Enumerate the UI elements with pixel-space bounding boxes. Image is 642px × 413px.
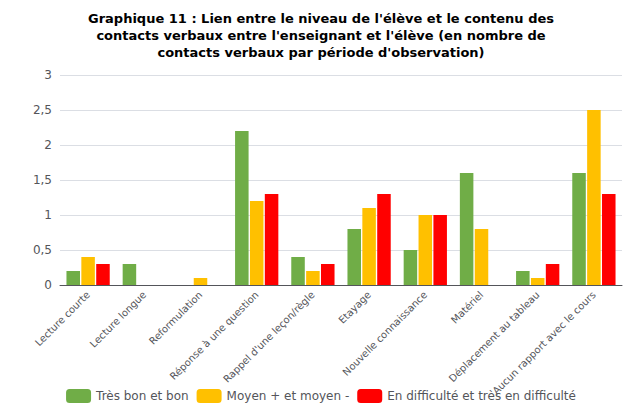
- svg-text:0: 0: [44, 278, 52, 292]
- svg-text:Graphique 11 : Lien entre le n: Graphique 11 : Lien entre le niveau de l…: [88, 11, 554, 26]
- svg-text:Rappel d'une leçon/règle: Rappel d'une leçon/règle: [221, 289, 317, 385]
- svg-text:3: 3: [44, 68, 52, 82]
- svg-text:1,5: 1,5: [33, 173, 52, 187]
- svg-text:2: 2: [44, 138, 52, 152]
- svg-text:Nouvelle connaissance: Nouvelle connaissance: [340, 289, 429, 378]
- svg-text:Aucun rapport avec le cours: Aucun rapport avec le cours: [490, 289, 597, 396]
- svg-text:Très bon et bon: Très bon et bon: [95, 389, 189, 403]
- svg-text:Etayage: Etayage: [336, 289, 373, 326]
- svg-text:contacts verbaux entre l'ensei: contacts verbaux entre l'enseignant et l…: [96, 28, 545, 43]
- svg-text:0,5: 0,5: [33, 243, 52, 257]
- svg-text:Déplacement au tableau: Déplacement au tableau: [447, 289, 542, 384]
- svg-text:Réponse à une question: Réponse à une question: [168, 289, 261, 382]
- svg-text:Moyen + et moyen -: Moyen + et moyen -: [227, 389, 350, 403]
- svg-text:Reformulation: Reformulation: [147, 289, 204, 346]
- svg-text:Lecture courte: Lecture courte: [33, 289, 92, 348]
- svg-text:Matériel: Matériel: [449, 289, 485, 325]
- svg-text:En difficulté et très en diffi: En difficulté et très en difficulté: [387, 389, 576, 403]
- svg-text:contacts verbaux par période d: contacts verbaux par période d'observati…: [157, 45, 484, 60]
- svg-text:Lecture longue: Lecture longue: [88, 289, 148, 349]
- svg-text:1: 1: [44, 208, 52, 222]
- svg-text:2,5: 2,5: [33, 103, 52, 117]
